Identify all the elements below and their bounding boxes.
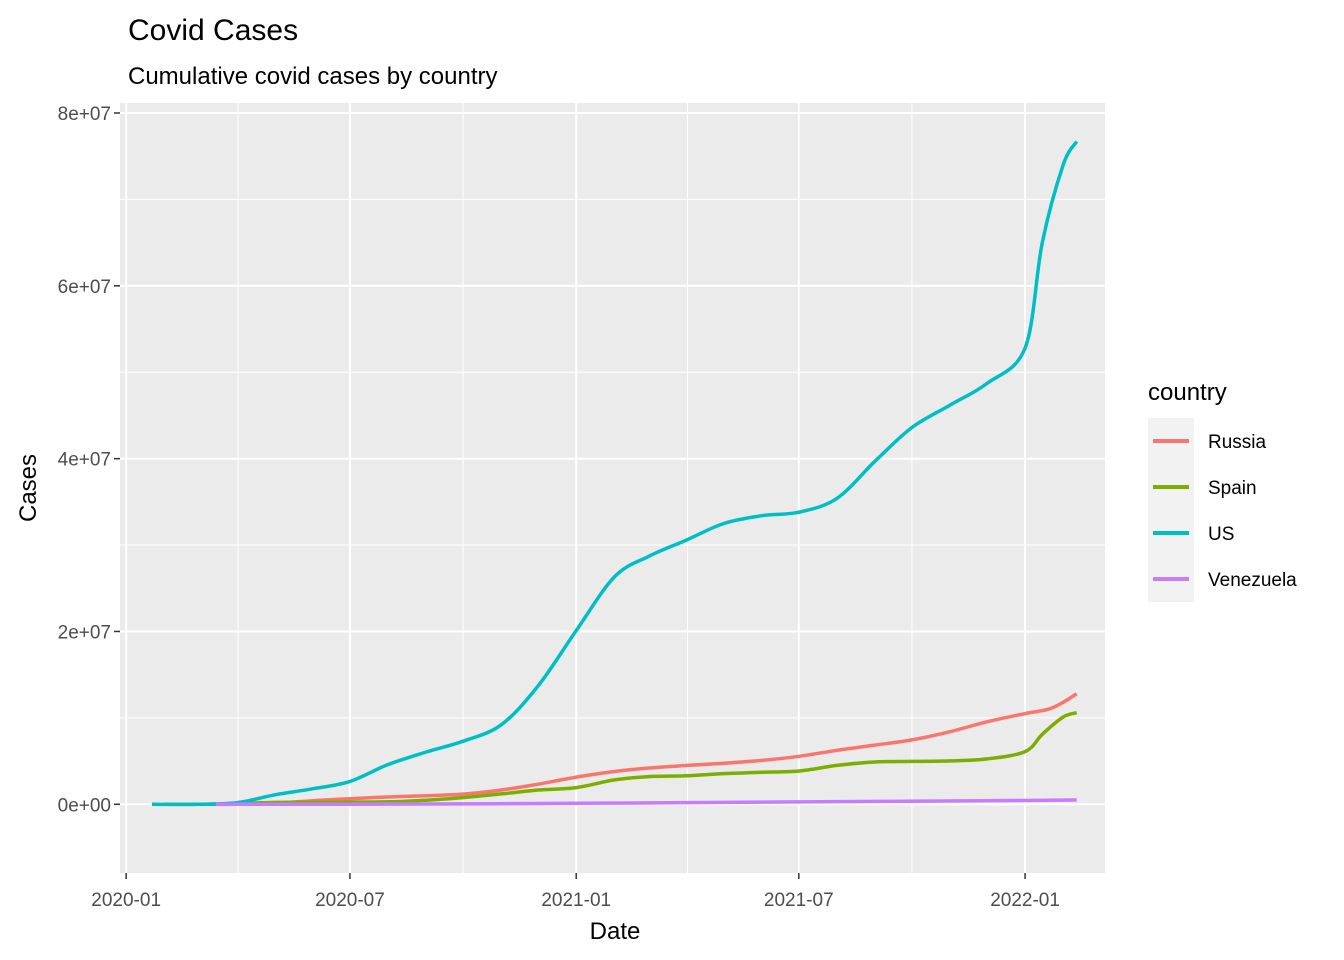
series-lines — [151, 140, 1079, 807]
y-tick-label: 8e+07 — [58, 104, 111, 125]
x-tick-label: 2021-07 — [764, 890, 834, 911]
series-line-spain — [164, 711, 1078, 807]
series-line-us — [151, 140, 1079, 807]
x-tick-label: 2020-07 — [315, 890, 385, 911]
legend-label-spain: Spain — [1208, 478, 1257, 499]
x-axis: 2020-01 2020-07 2021-01 2021-07 2022-01 — [91, 873, 1060, 911]
x-axis-title: Date — [590, 918, 641, 945]
minor-gridlines — [120, 103, 1105, 873]
legend-label-venezuela: Venezuela — [1208, 570, 1297, 591]
legend: country Russia Spain US Venezuela — [1148, 379, 1297, 602]
major-gridlines — [120, 103, 1105, 873]
chart-title: Covid Cases — [128, 14, 298, 47]
legend-label-us: US — [1208, 524, 1234, 545]
series-line-venezuela — [215, 798, 1077, 807]
plot-panel — [120, 103, 1105, 873]
series-line-russia — [199, 692, 1078, 807]
x-tick-label: 2022-01 — [990, 890, 1060, 911]
x-tick-label: 2020-01 — [91, 890, 161, 911]
y-tick-label: 2e+07 — [58, 622, 111, 643]
y-axis: 0e+00 2e+07 4e+07 6e+07 8e+07 — [58, 104, 120, 816]
y-axis-title: Cases — [15, 454, 42, 522]
legend-label-russia: Russia — [1208, 432, 1267, 453]
chart-subtitle: Cumulative covid cases by country — [128, 63, 498, 90]
y-tick-label: 0e+00 — [58, 795, 111, 816]
legend-title: country — [1148, 379, 1227, 406]
x-tick-label: 2021-01 — [541, 890, 611, 911]
y-tick-label: 4e+07 — [58, 450, 111, 471]
y-tick-label: 6e+07 — [58, 277, 111, 298]
